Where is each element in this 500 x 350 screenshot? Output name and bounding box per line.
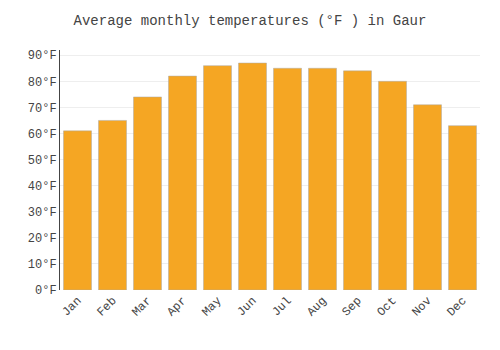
svg-text:Aug: Aug bbox=[304, 294, 329, 319]
svg-text:80°F: 80°F bbox=[28, 76, 57, 90]
svg-text:Sep: Sep bbox=[339, 294, 364, 319]
svg-text:Jul: Jul bbox=[269, 294, 294, 319]
svg-text:Oct: Oct bbox=[374, 294, 399, 319]
svg-text:Feb: Feb bbox=[94, 294, 119, 319]
svg-text:Apr: Apr bbox=[164, 294, 189, 319]
svg-text:90°F: 90°F bbox=[28, 49, 57, 63]
svg-text:Nov: Nov bbox=[409, 294, 434, 319]
svg-text:Jan: Jan bbox=[59, 294, 84, 319]
svg-text:40°F: 40°F bbox=[28, 180, 57, 194]
svg-text:May: May bbox=[199, 294, 224, 319]
svg-text:50°F: 50°F bbox=[28, 154, 57, 168]
svg-text:60°F: 60°F bbox=[28, 128, 57, 142]
svg-text:0°F: 0°F bbox=[35, 284, 57, 298]
svg-text:70°F: 70°F bbox=[28, 102, 57, 116]
svg-text:Dec: Dec bbox=[444, 294, 469, 319]
svg-text:30°F: 30°F bbox=[28, 206, 57, 220]
svg-text:Mar: Mar bbox=[129, 294, 154, 319]
svg-text:10°F: 10°F bbox=[28, 258, 57, 272]
svg-text:Average monthly temperatures (: Average monthly temperatures (°F ) in Ga… bbox=[74, 13, 427, 29]
svg-text:20°F: 20°F bbox=[28, 232, 57, 246]
svg-text:Jun: Jun bbox=[234, 294, 259, 319]
